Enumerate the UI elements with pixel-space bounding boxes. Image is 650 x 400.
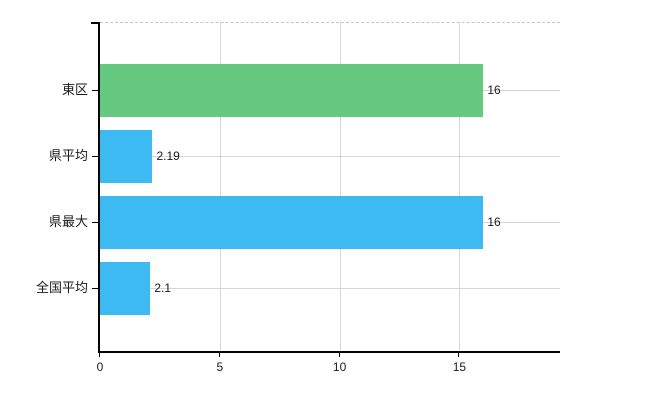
category-label: 東区 <box>61 82 88 97</box>
bar[interactable] <box>100 195 484 249</box>
bar[interactable] <box>100 261 151 315</box>
x-tick-label: 10 <box>332 360 347 374</box>
y-axis <box>98 22 100 353</box>
y-tick <box>92 222 98 223</box>
grid-line-horizontal <box>100 288 560 289</box>
x-tick <box>458 353 460 357</box>
category-label: 県最大 <box>48 214 88 229</box>
bar[interactable] <box>100 63 484 117</box>
grid-line-vertical <box>459 22 461 353</box>
bar-value-label: 16 <box>487 83 501 97</box>
x-tick <box>338 353 340 357</box>
bar-value-label: 2.19 <box>156 149 180 163</box>
x-tick <box>218 353 220 357</box>
category-label: 全国平均 <box>35 280 88 295</box>
x-tick-label: 0 <box>96 360 104 374</box>
x-axis <box>98 351 560 353</box>
x-tick-label: 5 <box>216 360 224 374</box>
category-label: 県平均 <box>48 148 88 163</box>
grid-line-vertical <box>339 22 341 353</box>
y-tick <box>92 156 98 157</box>
grid-line-horizontal <box>100 156 560 157</box>
y-tick <box>92 288 98 289</box>
y-tick <box>92 90 98 91</box>
grid-line-vertical <box>219 22 221 353</box>
x-tick-label: 15 <box>452 360 467 374</box>
y-tick <box>91 22 98 24</box>
x-tick <box>99 353 100 357</box>
plot-top-border <box>100 22 560 23</box>
bar[interactable] <box>100 129 153 183</box>
bar-value-label: 16 <box>487 215 501 229</box>
bar-value-label: 2.1 <box>154 281 171 295</box>
